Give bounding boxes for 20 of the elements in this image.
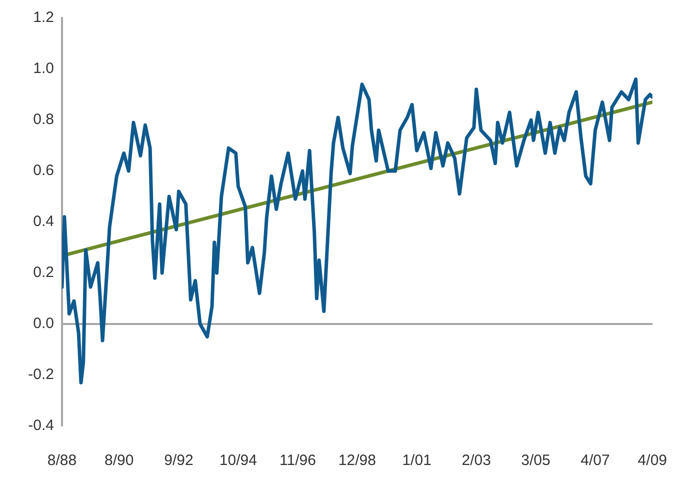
x-tick-label: 12/98 xyxy=(338,452,376,470)
x-tick-label: 8/88 xyxy=(47,452,77,470)
y-tick-label: 0.8 xyxy=(33,111,54,128)
y-tick-label: 0.6 xyxy=(33,162,54,180)
x-tick-label: 10/94 xyxy=(219,452,257,470)
x-tick-label: 4/07 xyxy=(580,452,610,470)
x-tick-label: 2/03 xyxy=(462,452,491,470)
x-tick-label: 3/05 xyxy=(521,452,550,470)
x-tick-label: 1/01 xyxy=(402,452,432,470)
x-tick-label: 4/09 xyxy=(638,452,668,470)
y-tick-label: 1.2 xyxy=(33,9,54,26)
y-tick-label: 0.0 xyxy=(33,315,54,332)
y-tick-label: -0.2 xyxy=(28,366,54,384)
x-tick-label: 11/96 xyxy=(280,452,316,470)
x-tick-label: 9/92 xyxy=(164,452,194,470)
y-tick-label: -0.4 xyxy=(28,417,54,434)
y-tick-label: 0.4 xyxy=(33,213,54,230)
y-tick-label: 0.2 xyxy=(33,264,54,282)
y-tick-label: 1.0 xyxy=(33,60,54,78)
x-tick-label: 8/90 xyxy=(104,452,134,470)
